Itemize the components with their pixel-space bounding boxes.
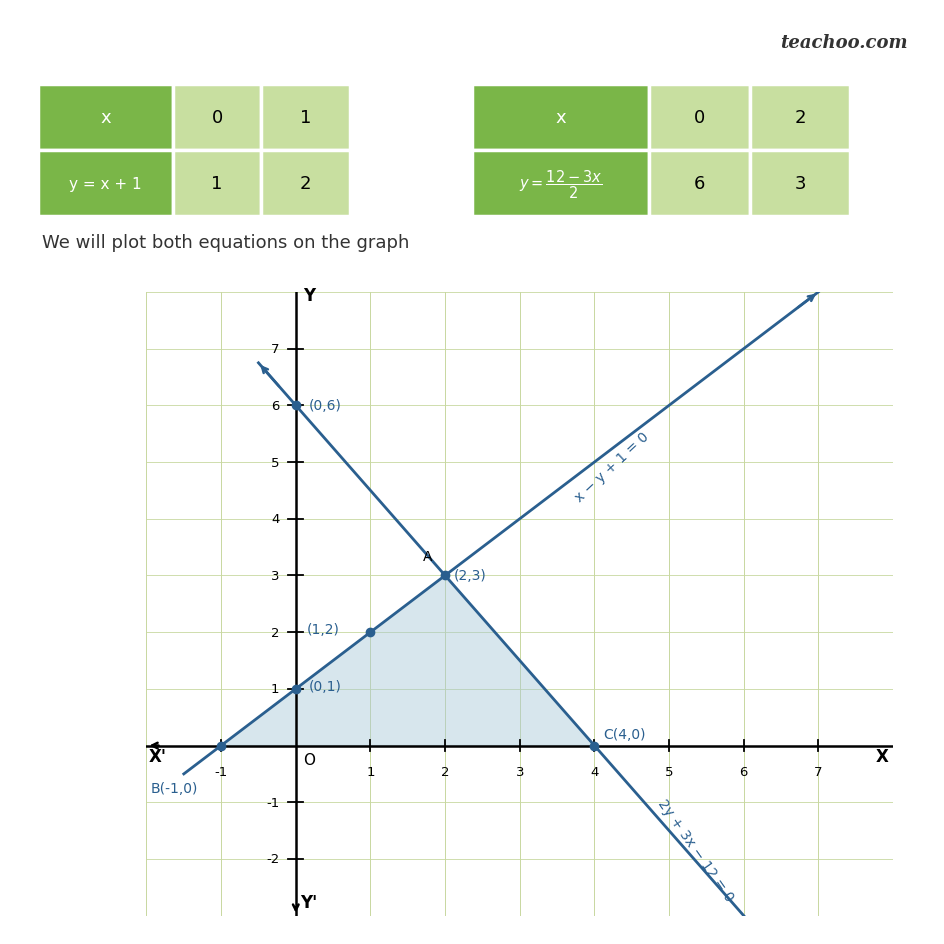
Text: Y': Y' [300, 893, 317, 911]
Bar [261, 151, 349, 217]
Text: 2: 2 [441, 766, 448, 779]
Text: 4: 4 [271, 513, 279, 526]
Text: 2: 2 [299, 175, 311, 194]
Text: (1,2): (1,2) [307, 623, 340, 636]
Bar [173, 151, 261, 217]
Text: 6: 6 [693, 175, 704, 194]
Text: 7: 7 [271, 343, 279, 356]
Text: (0,6): (0,6) [309, 399, 342, 413]
Polygon shape [221, 576, 594, 746]
Text: 3: 3 [515, 766, 523, 779]
Text: (0,1): (0,1) [309, 680, 342, 693]
Text: -1: -1 [214, 766, 228, 779]
Text: 6: 6 [271, 399, 279, 413]
Bar [749, 85, 850, 151]
Text: We will plot both equations on the graph: We will plot both equations on the graph [42, 234, 409, 252]
Text: x: x [555, 109, 565, 127]
Text: 7: 7 [814, 766, 821, 779]
Text: 5: 5 [665, 766, 672, 779]
Text: O: O [303, 752, 315, 767]
Text: -2: -2 [266, 852, 279, 866]
Text: (2,3): (2,3) [453, 569, 486, 582]
Text: 0: 0 [693, 109, 704, 127]
Text: 6: 6 [739, 766, 747, 779]
Text: A: A [422, 549, 431, 563]
Bar [649, 85, 749, 151]
Bar [173, 85, 261, 151]
Text: x − y + 1 = 0: x − y + 1 = 0 [571, 430, 650, 504]
Bar [649, 151, 749, 217]
Text: 1: 1 [299, 109, 311, 127]
Text: teachoo.com: teachoo.com [779, 33, 906, 52]
Bar [38, 151, 173, 217]
Bar [261, 85, 349, 151]
Text: 3: 3 [794, 175, 805, 194]
Text: 0: 0 [211, 109, 223, 127]
Text: y = x + 1: y = x + 1 [69, 177, 142, 192]
Text: 2: 2 [794, 109, 805, 127]
Text: X': X' [148, 748, 166, 766]
Bar [472, 85, 649, 151]
Bar [749, 151, 850, 217]
Bar [472, 151, 649, 217]
Text: 3: 3 [271, 569, 279, 582]
Text: 5: 5 [271, 456, 279, 469]
Text: $y = \dfrac{12-3x}{2}$: $y = \dfrac{12-3x}{2}$ [518, 168, 602, 200]
Text: 2: 2 [271, 626, 279, 639]
Text: C(4,0): C(4,0) [602, 728, 645, 741]
Text: 2y + 3x − 12 = 0: 2y + 3x − 12 = 0 [655, 796, 735, 903]
Text: 4: 4 [590, 766, 598, 779]
Text: Y: Y [303, 287, 315, 305]
Text: B(-1,0): B(-1,0) [150, 782, 197, 795]
Text: 1: 1 [366, 766, 374, 779]
Text: X: X [874, 748, 887, 766]
Text: -1: -1 [266, 796, 279, 809]
Text: x: x [100, 109, 110, 127]
Text: 1: 1 [271, 683, 279, 696]
Bar [38, 85, 173, 151]
Text: 1: 1 [211, 175, 223, 194]
